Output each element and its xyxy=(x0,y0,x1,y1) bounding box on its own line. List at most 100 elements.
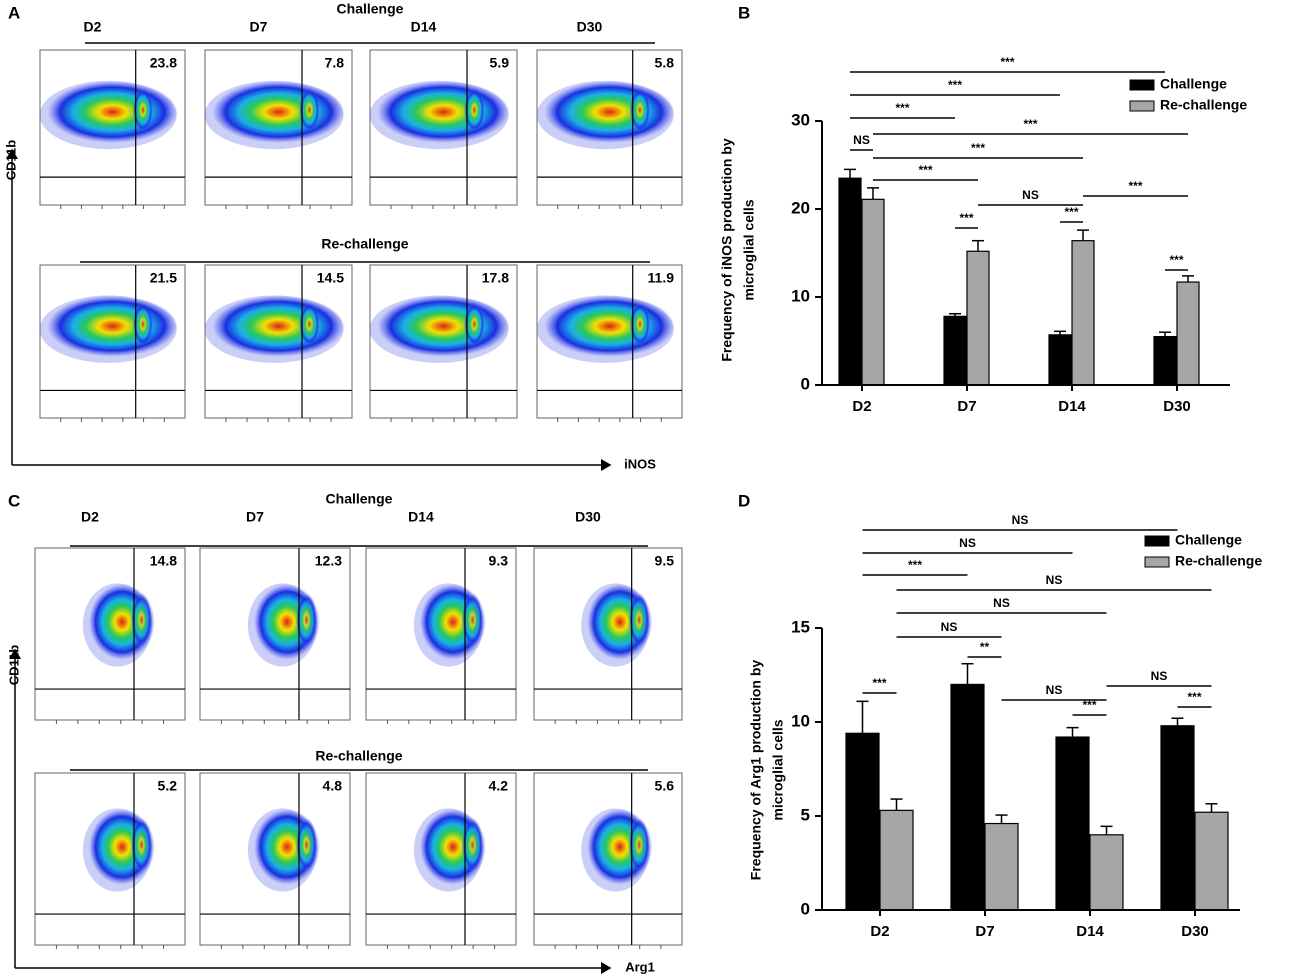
bar xyxy=(950,683,985,911)
legend-swatch xyxy=(1129,79,1155,91)
significance-label: *** xyxy=(908,558,922,572)
x-tick-label: D30 xyxy=(1163,398,1191,415)
density-lobe xyxy=(296,593,317,647)
legend-swatch xyxy=(1129,100,1155,112)
significance-label: NS xyxy=(959,536,976,550)
y-axis-label: microglial cells xyxy=(741,199,757,300)
legend-swatch xyxy=(1144,535,1170,547)
y-axis-label: Frequency of iNOS production by xyxy=(719,138,735,361)
x-tick-label: D2 xyxy=(852,398,871,415)
x-axis-label: Arg1 xyxy=(625,959,655,974)
bar xyxy=(1048,334,1072,386)
panel-label: D xyxy=(738,491,750,510)
density-blob xyxy=(377,81,510,143)
legend-label: Challenge xyxy=(1175,532,1242,548)
percentage-label: 4.8 xyxy=(323,778,343,794)
day-label: D7 xyxy=(250,19,268,35)
significance-label: *** xyxy=(959,211,973,225)
density-blob xyxy=(544,295,675,357)
significance-label: NS xyxy=(1012,513,1029,527)
significance-label: NS xyxy=(1151,669,1168,683)
significance-label: NS xyxy=(1022,188,1039,202)
density-blob xyxy=(377,295,510,357)
density-blob xyxy=(47,295,178,357)
panel-label: A xyxy=(8,3,20,22)
density-lobe xyxy=(132,88,154,132)
percentage-label: 21.5 xyxy=(150,270,177,286)
percentage-label: 7.8 xyxy=(325,55,345,71)
x-tick-label: D7 xyxy=(957,398,976,415)
percentage-label: 9.5 xyxy=(655,553,675,569)
percentage-label: 9.3 xyxy=(489,553,509,569)
density-lobe xyxy=(131,818,152,872)
significance-label: *** xyxy=(1187,690,1201,704)
x-tick-label: D14 xyxy=(1058,398,1086,415)
percentage-label: 4.2 xyxy=(489,778,509,794)
bar xyxy=(861,198,885,386)
density-lobe xyxy=(464,302,485,346)
x-tick-label: D7 xyxy=(975,923,994,940)
day-label: D14 xyxy=(408,509,434,525)
density-lobe xyxy=(628,818,650,872)
y-tick-label: 20 xyxy=(791,198,810,217)
y-tick-label: 30 xyxy=(791,110,810,129)
legend-label: Re-challenge xyxy=(1160,97,1247,113)
percentage-label: 5.9 xyxy=(490,55,510,71)
density-lobe xyxy=(464,88,485,132)
group-label: Re-challenge xyxy=(315,748,402,764)
bar xyxy=(1055,736,1090,911)
bar xyxy=(838,177,862,386)
group-label: Re-challenge xyxy=(321,236,408,252)
panel-label: C xyxy=(8,491,20,510)
y-axis-label: Frequency of Arg1 production by xyxy=(748,660,764,881)
percentage-label: 14.5 xyxy=(317,270,344,286)
significance-label: NS xyxy=(941,620,958,634)
significance-label: *** xyxy=(1128,179,1142,193)
significance-label: *** xyxy=(971,141,985,155)
y-axis-label: CD11b xyxy=(6,645,21,686)
bar xyxy=(966,250,990,386)
density-lobe xyxy=(131,593,152,647)
x-tick-label: D2 xyxy=(870,923,889,940)
x-tick-label: D30 xyxy=(1181,923,1209,940)
density-lobe xyxy=(299,302,320,346)
percentage-label: 12.3 xyxy=(315,553,342,569)
day-label: D30 xyxy=(575,509,601,525)
density-lobe xyxy=(462,818,483,872)
legend-label: Re-challenge xyxy=(1175,553,1262,569)
significance-label: *** xyxy=(1023,117,1037,131)
significance-label: *** xyxy=(872,676,886,690)
bar xyxy=(943,315,967,386)
y-tick-label: 10 xyxy=(791,286,810,305)
x-tick-label: D14 xyxy=(1076,923,1104,940)
bar xyxy=(1153,336,1177,386)
y-axis-label: CD11b xyxy=(3,140,18,181)
percentage-label: 5.8 xyxy=(655,55,675,71)
significance-label: *** xyxy=(948,78,962,92)
significance-label: NS xyxy=(853,133,870,147)
bar xyxy=(1071,240,1095,386)
percentage-label: 17.8 xyxy=(482,270,509,286)
density-lobe xyxy=(299,88,320,132)
panel-label: B xyxy=(738,3,750,22)
significance-label: NS xyxy=(1046,683,1063,697)
density-blob xyxy=(544,81,675,143)
legend-label: Challenge xyxy=(1160,76,1227,92)
percentage-label: 23.8 xyxy=(150,55,177,71)
y-tick-label: 0 xyxy=(801,374,810,393)
group-label: Challenge xyxy=(326,491,393,507)
density-blob xyxy=(212,295,345,357)
bar xyxy=(1176,281,1200,386)
percentage-label: 11.9 xyxy=(648,270,675,286)
bar xyxy=(879,809,914,911)
day-label: D14 xyxy=(411,19,437,35)
percentage-label: 5.6 xyxy=(655,778,675,794)
day-label: D7 xyxy=(246,509,264,525)
percentage-label: 5.2 xyxy=(158,778,178,794)
bar xyxy=(1160,725,1195,911)
legend-swatch xyxy=(1144,556,1170,568)
significance-label: *** xyxy=(1169,253,1183,267)
significance-label: *** xyxy=(1000,55,1014,69)
density-lobe xyxy=(462,593,483,647)
bar xyxy=(1194,811,1229,911)
